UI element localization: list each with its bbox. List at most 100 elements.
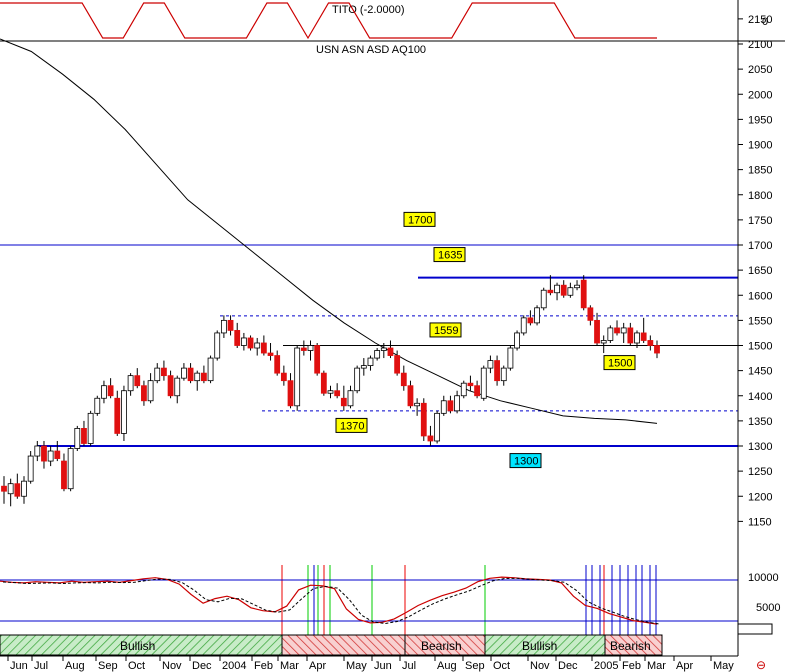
level-label-1700: 1700 — [408, 214, 432, 226]
moving-average-line — [0, 38, 658, 424]
x-tick-label: Aug — [437, 660, 457, 672]
x-tick-label: Dec — [558, 660, 578, 672]
price-y-tick-label: 1700 — [748, 240, 772, 252]
price-levels — [0, 244, 738, 447]
candle-up — [34, 445, 41, 457]
candle-up — [507, 347, 514, 369]
tito-panel: TITO (-2.0000) 0 — [0, 2, 785, 42]
candle-down — [420, 402, 427, 437]
candle-down — [234, 330, 241, 346]
candle-down — [141, 385, 147, 402]
price-y-tick-label: 1900 — [748, 140, 772, 152]
candle-up — [360, 365, 367, 369]
candle-up — [414, 402, 421, 407]
candle-up — [354, 367, 361, 392]
candle-up — [620, 327, 627, 334]
x-tick-label: Nov — [162, 660, 182, 672]
oscillator-y-tick-10000: 10000 — [748, 572, 779, 584]
price-y-tick-label: 1250 — [748, 466, 772, 478]
candle-up — [514, 332, 520, 349]
candle-down — [161, 367, 167, 377]
x-tick-label: 2004 — [222, 660, 246, 672]
x-tick-label: Mar — [280, 660, 299, 672]
price-y-tick-label: 1400 — [748, 391, 772, 403]
price-y-tick-label: 1800 — [748, 190, 772, 202]
candle-down — [320, 372, 327, 394]
signal-band: Bullish Bearish Bullish Bearish — [0, 634, 663, 656]
x-tick-label: Nov — [530, 660, 550, 672]
candle-up — [27, 455, 34, 482]
price-y-tick-label: 1850 — [748, 165, 772, 177]
candle-up — [500, 367, 507, 382]
candle-up — [554, 284, 560, 294]
candle-up — [454, 395, 461, 412]
price-y-tick-label: 2050 — [748, 64, 772, 76]
x-tick-label: Aug — [65, 660, 85, 672]
price-y-tick-label: 1600 — [748, 290, 772, 302]
candle-up — [534, 307, 540, 324]
candle-down — [614, 327, 620, 334]
x-tick-label: May — [346, 660, 367, 672]
level-label-box-1559 — [429, 322, 462, 338]
candle-up — [101, 385, 107, 399]
candle-up — [600, 340, 607, 344]
candle-up — [7, 483, 14, 495]
x-tick-label: Apr — [676, 660, 693, 672]
candle-down — [340, 397, 347, 407]
candle-down — [287, 380, 294, 407]
price-y-tick-label: 2150 — [748, 14, 772, 26]
signal-label-bullish-2: Bullish — [522, 639, 557, 653]
price-y-tick-label: 1450 — [748, 366, 772, 378]
candle-down — [640, 332, 647, 341]
bearish-zone-3 — [604, 634, 663, 656]
bearish-zone-1 — [281, 634, 406, 656]
price-y-tick-label: 2200 — [748, 0, 772, 1]
candle-up — [147, 380, 154, 402]
price-y-tick-label: 1350 — [748, 416, 772, 428]
x-axis: Jun Jul Aug Sep Oct Nov Dec 2004 Feb Mar Apr May Jun… — [0, 655, 738, 672]
level-label-1300: 1300 — [514, 456, 538, 468]
candle-down — [300, 347, 307, 351]
candle-down — [247, 337, 254, 349]
price-y-tick-label: 1300 — [748, 441, 772, 453]
price-y-tick-label: 1150 — [748, 516, 772, 528]
signal-label-bearish-1: Bearish — [421, 639, 462, 653]
oscillator-signal-line — [2, 577, 661, 625]
candle-down — [334, 390, 341, 397]
price-panel-title: USN ASN ASD AQ100 — [316, 44, 426, 56]
oscillator-scroll-box[interactable] — [737, 623, 773, 635]
x-tick-label: Feb — [622, 660, 641, 672]
candle-down — [580, 279, 587, 309]
level-label-box-1370 — [335, 417, 368, 433]
candle-up — [74, 428, 81, 449]
level-label-1635: 1635 — [438, 250, 462, 262]
tito-title: TITO (-2.0000) — [332, 4, 405, 16]
candle-up — [254, 342, 261, 349]
candle-down — [114, 397, 121, 434]
candle-up — [607, 327, 614, 341]
candle-down — [387, 347, 394, 356]
candle-up — [567, 287, 574, 296]
candle-down — [654, 345, 660, 354]
x-tick-label: May — [713, 660, 734, 672]
candle-up — [181, 367, 187, 379]
candle-down — [227, 319, 234, 331]
candle-down — [587, 307, 594, 321]
price-y-tick-label: 1650 — [748, 265, 772, 277]
level-label-1500: 1500 — [608, 358, 632, 370]
oscillator-y-tick-5000: 5000 — [756, 602, 780, 614]
candle-up — [67, 448, 74, 490]
circled-minus-icon[interactable]: ⊖ — [756, 658, 766, 672]
price-y-tick-label: 2000 — [748, 89, 772, 101]
level-label-box-1500 — [603, 355, 636, 371]
candle-up — [207, 357, 214, 382]
price-y-tick-label: 2100 — [748, 39, 772, 51]
x-tick-label: Apr — [309, 660, 326, 672]
candle-up — [174, 377, 181, 397]
candle-down — [547, 289, 554, 294]
price-y-tick-label: 1200 — [748, 491, 772, 503]
candle-up — [480, 367, 487, 399]
candle-up — [634, 332, 640, 344]
oscillator-line — [0, 576, 658, 625]
